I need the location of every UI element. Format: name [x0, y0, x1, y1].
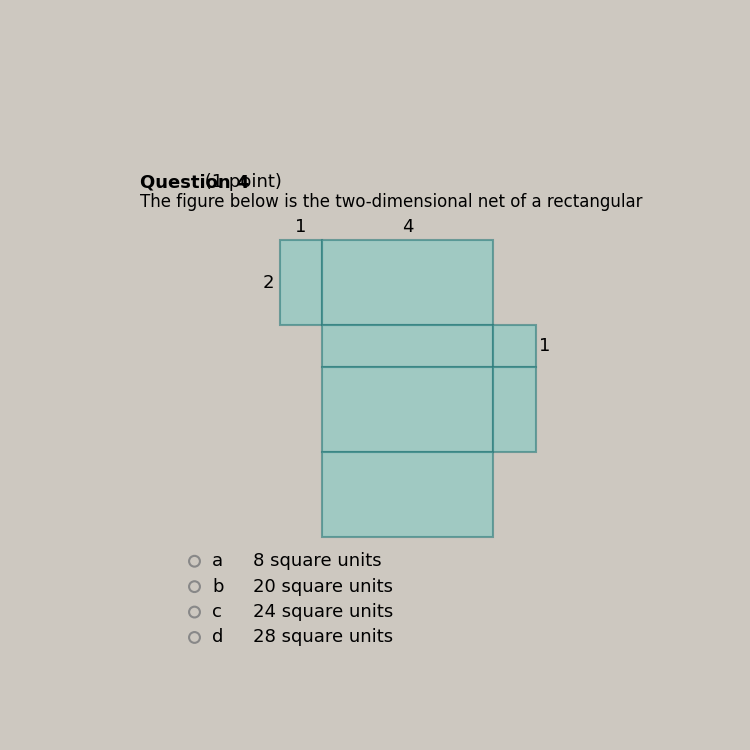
Text: (1 point): (1 point)	[200, 173, 282, 191]
Text: 8 square units: 8 square units	[253, 552, 381, 570]
Bar	[322, 325, 493, 368]
Text: 4: 4	[402, 217, 413, 236]
Bar	[493, 368, 536, 452]
Text: b: b	[212, 578, 223, 596]
Text: 1: 1	[539, 337, 550, 355]
Bar	[493, 325, 536, 368]
Bar	[322, 452, 493, 536]
Text: 1: 1	[296, 217, 307, 236]
Text: a: a	[212, 552, 223, 570]
Text: 20 square units: 20 square units	[253, 578, 393, 596]
Text: Question 4: Question 4	[140, 173, 250, 191]
Text: The figure below is the two-dimensional net of a rectangular: The figure below is the two-dimensional …	[140, 194, 643, 211]
Text: 24 square units: 24 square units	[253, 603, 393, 621]
Text: c: c	[212, 603, 222, 621]
Text: d: d	[212, 628, 223, 646]
Bar	[322, 368, 493, 452]
Text: 2: 2	[262, 274, 274, 292]
Bar	[322, 240, 493, 325]
Text: 28 square units: 28 square units	[253, 628, 393, 646]
Bar	[280, 240, 322, 325]
